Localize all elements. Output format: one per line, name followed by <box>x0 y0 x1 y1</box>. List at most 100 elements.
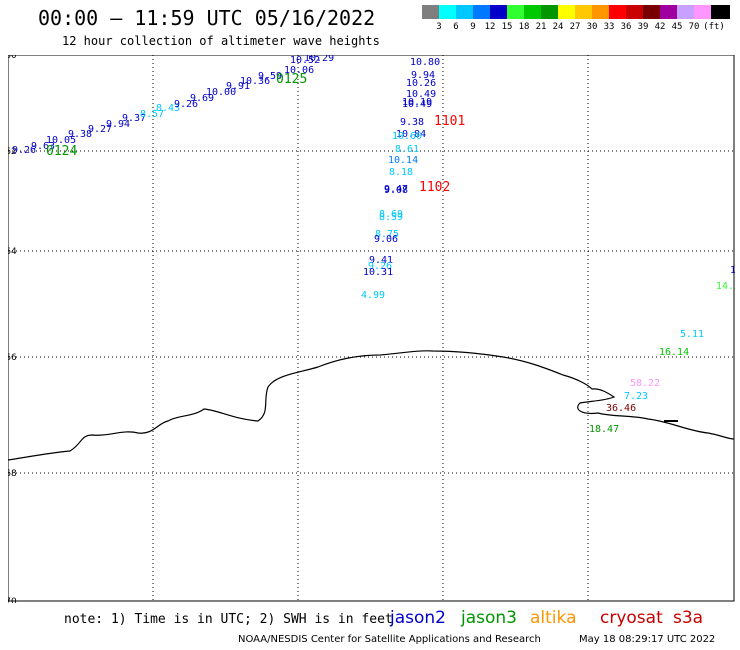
swh-value: 10.06 <box>284 65 314 76</box>
scale-tick-label: 6 <box>453 22 459 32</box>
scale-swatch <box>422 5 441 19</box>
swh-value: 16.14 <box>659 347 689 358</box>
scale-swatch <box>592 5 611 19</box>
scale-swatch <box>524 5 543 19</box>
swh-value: 9.69 <box>190 93 214 104</box>
pass-time-label: 1102 <box>419 180 450 195</box>
scale-swatch <box>575 5 594 19</box>
swh-value: 10.84 <box>396 129 426 140</box>
swh-value: 9.41 <box>369 255 393 266</box>
swh-value: 9.38 <box>400 117 424 128</box>
swh-value: 9.37 <box>122 113 146 124</box>
scale-tick-label: 15 <box>501 22 513 32</box>
swh-value: 10.05 <box>46 135 76 146</box>
scale-tick-label: 33 <box>603 22 615 32</box>
wave-height-labels: 9.269.6310.059.389.279.949.378.578.439.2… <box>12 55 735 435</box>
scale-swatch <box>626 5 645 19</box>
page-title: 00:00 – 11:59 UTC 05/16/2022 <box>38 6 376 30</box>
swh-value: 10.14 <box>388 155 418 166</box>
scale-tick-label: 21 <box>535 22 547 32</box>
swh-value: 10.60 <box>392 131 422 142</box>
swh-value: 10.29 <box>304 55 334 64</box>
lat-lon-grid: -60-62-64-66-68-70454851545760 <box>8 55 735 603</box>
swh-value: 58.22 <box>630 378 660 389</box>
scale-swatch <box>694 5 713 19</box>
swh-value: 10.80 <box>410 57 440 68</box>
scale-swatch <box>558 5 577 19</box>
swh-value: 9.26 <box>12 145 36 156</box>
scale-swatch <box>660 5 679 19</box>
lat-label: -68 <box>8 469 17 479</box>
swh-value: 9.91 <box>226 81 250 92</box>
lat-label: -60 <box>8 55 17 61</box>
lat-label: -70 <box>8 597 17 603</box>
swh-value: 8.43 <box>156 103 180 114</box>
scale-tick-label: 70 <box>688 22 700 32</box>
scale-swatch <box>456 5 475 19</box>
satellite-legend-entry: jason2 <box>390 608 446 628</box>
swh-value: 5.11 <box>680 329 704 340</box>
swh-value: 10.49 <box>406 89 436 100</box>
scale-swatch <box>507 5 526 19</box>
swh-value: 9.06 <box>374 234 398 245</box>
pass-time-label: 0125 <box>276 72 307 87</box>
swh-value: 10.26 <box>406 78 436 89</box>
swh-value: 9.27 <box>88 124 112 135</box>
swh-value: 10.52 <box>290 55 320 66</box>
map-frame <box>8 55 735 602</box>
scale-tick-label: 39 <box>637 22 649 32</box>
swh-value: 10.36 <box>240 76 270 87</box>
swh-value: 18.47 <box>589 424 619 435</box>
scale-tick-label: 42 <box>654 22 666 32</box>
lat-label: -62 <box>8 147 17 157</box>
scale-swatch <box>711 5 730 19</box>
wave-height-map: -60-62-64-66-68-70454851545760 9.269.631… <box>8 55 735 603</box>
swh-value: 9.63 <box>31 141 55 152</box>
swh-value: 36.46 <box>606 403 636 414</box>
coastline-path <box>8 350 735 461</box>
lat-label: -64 <box>8 247 17 257</box>
swh-value: 8.75 <box>375 229 399 240</box>
swh-value: 9.59 <box>258 71 282 82</box>
scale-swatch <box>439 5 458 19</box>
scale-tick-label: 24 <box>552 22 564 32</box>
antarctic-coastline <box>8 350 735 461</box>
swh-value: 10.31 <box>363 267 393 278</box>
pass-time-label: 0124 <box>46 144 77 159</box>
scale-swatch <box>677 5 696 19</box>
swh-value: 8.59 <box>379 212 403 223</box>
swh-value: 9.08 <box>384 185 408 196</box>
swh-value: 9.47 <box>384 184 408 195</box>
scale-unit: (ft) <box>703 22 725 32</box>
satellite-legend-entry: jason3 <box>461 608 517 628</box>
footer-note: note: 1) Time is in UTC; 2) SWH is in fe… <box>64 612 393 627</box>
swh-value: 10.19 <box>402 97 432 108</box>
credit-line: NOAA/NESDIS Center for Satellite Applica… <box>238 634 541 645</box>
page-subtitle: 12 hour collection of altimeter wave hei… <box>62 34 380 48</box>
scale-tick-label: 9 <box>470 22 476 32</box>
scale-tick-label: 36 <box>620 22 632 32</box>
scale-tick-label: 18 <box>518 22 530 32</box>
swh-value: 1 <box>730 265 735 276</box>
swh-value: 8.61 <box>395 144 419 155</box>
swh-value: 9.26 <box>368 261 392 272</box>
pass-time-label: 1101 <box>434 114 465 129</box>
swh-value: 4.99 <box>361 290 385 301</box>
scale-swatch <box>541 5 560 19</box>
swh-value: 8.18 <box>389 167 413 178</box>
generated-timestamp: May 18 08:29:17 UTC 2022 <box>579 634 716 645</box>
lat-label: -66 <box>8 353 17 363</box>
swh-value: 9.94 <box>106 119 130 130</box>
swh-value: 10.00 <box>206 87 236 98</box>
scale-tick-label: 27 <box>569 22 581 32</box>
scale-swatch <box>643 5 662 19</box>
scale-swatch <box>609 5 628 19</box>
scale-tick-label: 12 <box>484 22 496 32</box>
swh-value: 10.49 <box>402 99 432 110</box>
scale-tick-label: 3 <box>436 22 442 32</box>
satellite-legend-entry: s3a <box>673 608 704 628</box>
swh-value: 8.69 <box>379 209 403 220</box>
scale-swatch <box>490 5 509 19</box>
satellite-legend-entry: altika <box>530 608 577 628</box>
scale-swatch <box>473 5 492 19</box>
